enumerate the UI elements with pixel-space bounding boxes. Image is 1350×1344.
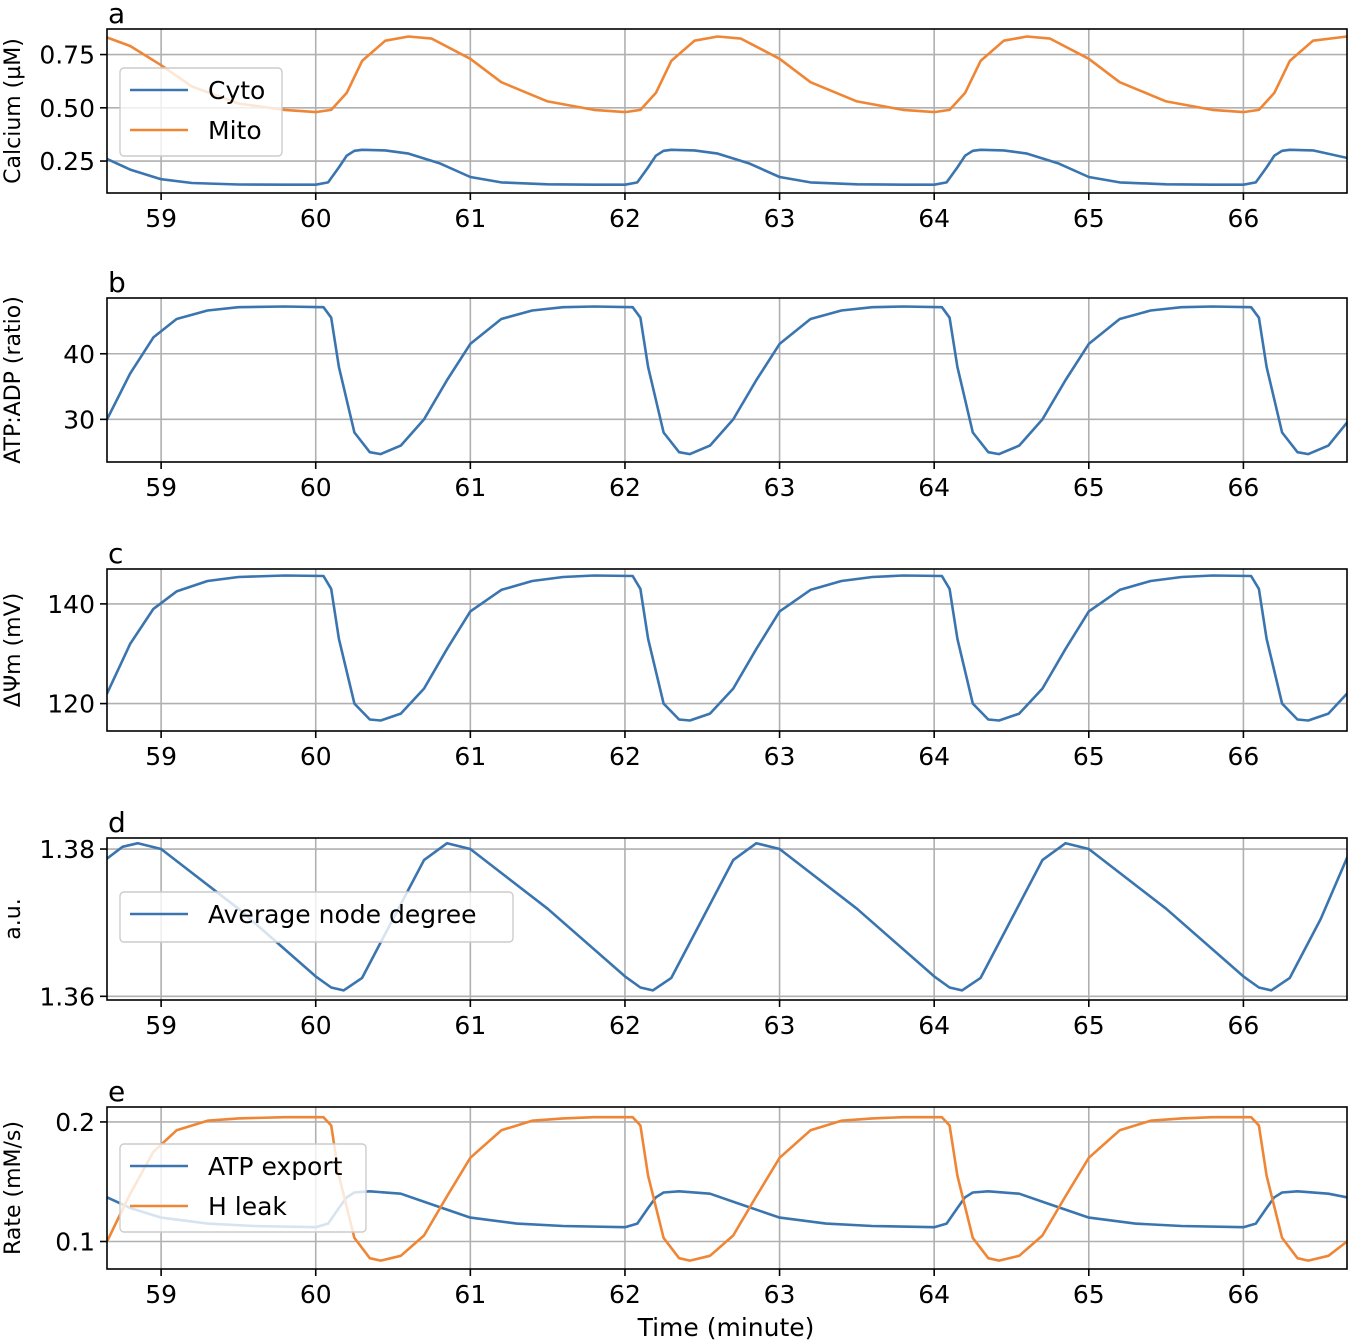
x-axis-label: Time (minute) bbox=[637, 1313, 815, 1342]
x-tick-label: 59 bbox=[145, 1280, 177, 1309]
x-tick-label: 59 bbox=[145, 742, 177, 771]
x-tick-label: 62 bbox=[609, 1280, 641, 1309]
x-tick-label: 59 bbox=[145, 1011, 177, 1040]
x-tick-label: 65 bbox=[1073, 1280, 1105, 1309]
y-tick-label: 40 bbox=[63, 340, 95, 369]
x-tick-label: 60 bbox=[300, 1011, 332, 1040]
x-tick-label: 60 bbox=[300, 204, 332, 233]
x-tick-label: 63 bbox=[764, 1011, 796, 1040]
y-tick-label: 140 bbox=[47, 590, 95, 619]
panel-letter: c bbox=[108, 537, 123, 570]
axes-frame bbox=[106, 837, 1348, 1001]
x-tick-label: 65 bbox=[1073, 742, 1105, 771]
axes-frame bbox=[106, 1106, 1348, 1270]
x-tick-label: 60 bbox=[300, 1280, 332, 1309]
x-tick-label: 66 bbox=[1228, 204, 1260, 233]
x-tick-label: 62 bbox=[609, 742, 641, 771]
axes-frame bbox=[106, 297, 1348, 463]
x-tick-label: 60 bbox=[300, 473, 332, 502]
series-line-average-node-degree bbox=[107, 841, 1347, 992]
axes-frame bbox=[106, 28, 1348, 194]
y-tick-label: 0.2 bbox=[55, 1108, 95, 1137]
y-tick-label: 120 bbox=[47, 690, 95, 719]
legend-label: H leak bbox=[208, 1192, 287, 1221]
y-tick-label: 30 bbox=[63, 405, 95, 434]
x-tick-label: 65 bbox=[1073, 473, 1105, 502]
x-tick-label: 61 bbox=[454, 204, 486, 233]
x-tick-label: 61 bbox=[454, 742, 486, 771]
series-line-line-0 bbox=[107, 574, 1347, 722]
legend-label: ATP export bbox=[208, 1152, 343, 1181]
y-tick-label: 1.38 bbox=[39, 835, 95, 864]
panel-a: 59 60 61 62 63 64 65 66 0.25 0.50 0.75 Calcium (µM)… bbox=[1, 0, 1348, 233]
x-tick-label: 65 bbox=[1073, 204, 1105, 233]
y-tick-label: 0.25 bbox=[39, 147, 95, 176]
x-tick-label: 64 bbox=[918, 1280, 950, 1309]
x-tick-label: 59 bbox=[145, 204, 177, 233]
panels: 59 60 61 62 63 64 65 66 0.25 0.50 0.75 Calcium (µM)… bbox=[1, 0, 1348, 1309]
x-tick-label: 60 bbox=[300, 742, 332, 771]
x-tick-label: 65 bbox=[1073, 1011, 1105, 1040]
y-axis-label: ATP:ADP (ratio) bbox=[1, 296, 26, 464]
legend: Average node degree bbox=[119, 891, 514, 943]
x-tick-label: 64 bbox=[918, 204, 950, 233]
legend-label: Average node degree bbox=[208, 900, 477, 929]
series-line-mito bbox=[107, 35, 1347, 114]
y-tick-label: 0.50 bbox=[39, 94, 95, 123]
legend-label: Cyto bbox=[208, 76, 265, 105]
legend: ATP export H leak bbox=[119, 1143, 367, 1233]
panel-letter: e bbox=[108, 1075, 125, 1108]
x-tick-label: 61 bbox=[454, 473, 486, 502]
x-tick-label: 64 bbox=[918, 742, 950, 771]
x-tick-label: 62 bbox=[609, 1011, 641, 1040]
series-line-line-0 bbox=[107, 305, 1347, 456]
x-tick-label: 62 bbox=[609, 204, 641, 233]
y-tick-label: 0.1 bbox=[55, 1228, 95, 1257]
legend: Cyto Mito bbox=[119, 67, 283, 157]
panel-letter: b bbox=[108, 266, 126, 299]
legend-box bbox=[119, 891, 514, 943]
panel-e: 59 60 61 62 63 64 65 66 0.1 0.2 Rate (mM/s) e ATP ex… bbox=[1, 1075, 1348, 1309]
axes-frame bbox=[106, 568, 1348, 732]
y-axis-label: Calcium (µM) bbox=[1, 38, 26, 184]
x-tick-label: 66 bbox=[1228, 473, 1260, 502]
panel-letter: d bbox=[108, 806, 126, 839]
y-tick-label: 1.36 bbox=[39, 982, 95, 1011]
x-tick-label: 59 bbox=[145, 473, 177, 502]
x-tick-label: 64 bbox=[918, 1011, 950, 1040]
y-axis-label: Rate (mM/s) bbox=[1, 1121, 26, 1255]
panel-c: 59 60 61 62 63 64 65 66 120 140 ΔΨm (mV) c bbox=[1, 537, 1348, 771]
series-line-cyto bbox=[107, 148, 1347, 186]
x-tick-label: 61 bbox=[454, 1280, 486, 1309]
panel-d: 59 60 61 62 63 64 65 66 1.36 1.38 a.u. d Average nod… bbox=[1, 806, 1348, 1040]
x-tick-label: 63 bbox=[764, 1280, 796, 1309]
x-tick-label: 66 bbox=[1228, 1280, 1260, 1309]
y-axis-label: ΔΨm (mV) bbox=[1, 593, 26, 707]
panel-letter: a bbox=[108, 0, 125, 30]
legend-label: Mito bbox=[208, 116, 262, 145]
x-tick-label: 66 bbox=[1228, 742, 1260, 771]
x-tick-label: 62 bbox=[609, 473, 641, 502]
x-tick-label: 66 bbox=[1228, 1011, 1260, 1040]
x-tick-label: 63 bbox=[764, 473, 796, 502]
x-tick-label: 63 bbox=[764, 742, 796, 771]
x-tick-label: 61 bbox=[454, 1011, 486, 1040]
y-axis-label: a.u. bbox=[1, 898, 26, 939]
x-tick-label: 64 bbox=[918, 473, 950, 502]
panel-b: 59 60 61 62 63 64 65 66 30 40 ATP:ADP (ratio) b bbox=[1, 266, 1348, 502]
y-tick-label: 0.75 bbox=[39, 41, 95, 70]
x-tick-label: 63 bbox=[764, 204, 796, 233]
